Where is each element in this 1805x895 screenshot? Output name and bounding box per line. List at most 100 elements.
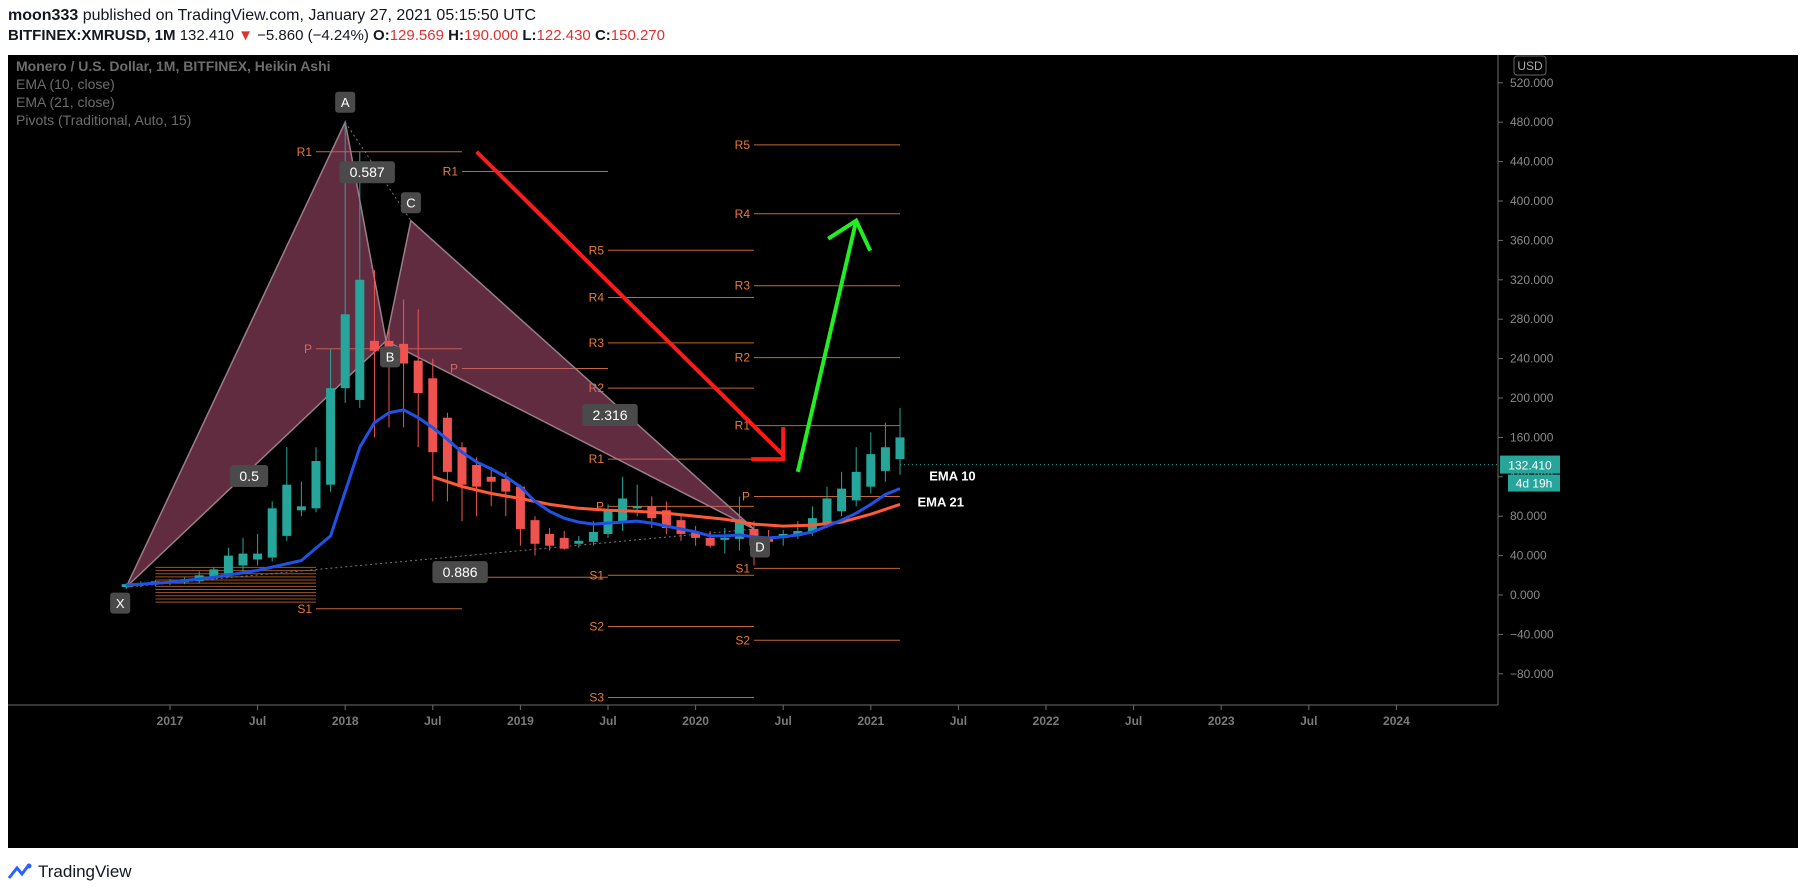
x-tick-label: 2022 [1033, 714, 1060, 728]
y-tick-label: 40.000 [1510, 549, 1547, 563]
y-tick-label: −80.000 [1510, 667, 1554, 681]
point-label-c-bg [400, 192, 421, 214]
y-tick-label: −40.000 [1510, 627, 1554, 641]
candle-body [734, 519, 744, 539]
down-triangle-icon: ▼ [238, 27, 253, 44]
x-axis[interactable]: 2017 Jul 2018 Jul 2019 Jul 2020 Jul 2021 Jul 2022 J… [157, 705, 1410, 728]
annotations: X A B C D 0.5 0.587 2.316 0.886 EMA 10 EMA 21 [110, 91, 976, 614]
axes [8, 55, 1499, 706]
published-text: published on TradingView.com, January 27… [82, 7, 537, 24]
y-tick-label: 80.000 [1510, 509, 1547, 523]
x-tick-label: Jul [424, 714, 441, 728]
pivot-label: R1 [589, 452, 605, 466]
y-tick-label: 360.000 [1510, 233, 1554, 247]
y-tick-label: 0.000 [1510, 588, 1540, 602]
candle-body [661, 510, 671, 529]
x-tick-label: 2024 [1383, 714, 1410, 728]
pivot-label: R1 [735, 419, 751, 433]
candle-body [442, 417, 452, 472]
last-price-tag-bg [1500, 455, 1560, 474]
y-tick-label: 160.000 [1510, 430, 1554, 444]
ratio-abc-label: 0.587 [350, 164, 385, 180]
pivot-label: P [742, 490, 750, 504]
pivot-label: R3 [589, 336, 605, 350]
x-tick-label: Jul [599, 714, 616, 728]
symbol-label[interactable]: BITFINEX:XMRUSD, 1M [8, 27, 176, 44]
candle-body [428, 378, 438, 453]
high-value: 190.000 [463, 27, 519, 44]
y-tick-label: 400.000 [1510, 194, 1554, 208]
candle-body [632, 506, 642, 509]
currency-badge[interactable]: USD [1513, 55, 1547, 76]
last-price-tag-text: 132.410 [1508, 459, 1552, 473]
countdown-tag-bg [1508, 474, 1560, 492]
pivot-label: R1 [297, 145, 313, 159]
y-axis[interactable]: 520.000 480.000 440.000 400.000 360.000 320.0… [1498, 76, 1554, 681]
pivot-label: R5 [589, 243, 605, 257]
candle-body [238, 553, 248, 566]
last-price: 132.410 [179, 27, 234, 44]
candle-body [296, 506, 306, 511]
downtrend-arrow [475, 150, 785, 457]
candle-body [588, 531, 598, 542]
currency-label: USD [1517, 59, 1543, 73]
candle-body [267, 508, 277, 558]
publication-header: moon333 published on TradingView.com, Ja… [8, 6, 665, 46]
tradingview-logo-icon[interactable] [8, 863, 34, 881]
pivot-label: R4 [589, 291, 605, 305]
legend-title: Monero / U.S. Dollar, 1M, BITFINEX, Heik… [16, 58, 331, 74]
open-label: O: [373, 27, 390, 44]
legend-ema10[interactable]: EMA (10, close) [16, 76, 115, 92]
close-label: C: [594, 27, 611, 44]
candle-body [501, 478, 511, 492]
pivot-label: R4 [735, 207, 751, 221]
x-tick-label: 2021 [857, 714, 884, 728]
last-price-tag: 132.410 4d 19h [900, 455, 1560, 492]
pattern-xab-triangle [125, 119, 387, 588]
point-label-a-bg [335, 91, 356, 113]
legend-pivots[interactable]: Pivots (Traditional, Auto, 15) [16, 112, 191, 128]
ratio-xad-label: 0.886 [443, 564, 478, 580]
low-label: L: [522, 27, 537, 44]
uptrend-arrowhead [827, 217, 873, 252]
author-name[interactable]: moon333 [8, 7, 79, 24]
pattern-xd-line [126, 528, 755, 588]
y-tick-label: 440.000 [1510, 155, 1554, 169]
ema21-line [432, 475, 901, 528]
point-label-b: B [386, 350, 395, 365]
candle-body [209, 569, 219, 578]
x-tick-label: Jul [775, 714, 792, 728]
point-label-x-bg [110, 592, 131, 614]
legend-ema21[interactable]: EMA (21, close) [16, 94, 115, 110]
ratio-abc-label-bg [339, 161, 395, 184]
chart-area[interactable]: R1PS1R1PS1R5R4R3R2R1PS1S2S3R5R4R3R2R1PS1… [8, 55, 1798, 848]
ema10-line [126, 408, 901, 587]
chart-legend: Monero / U.S. Dollar, 1M, BITFINEX, Heik… [16, 58, 331, 128]
x-tick-label: Jul [249, 714, 266, 728]
price-change: −5.860 (−4.24%) [257, 27, 369, 44]
candle-body [676, 520, 686, 534]
pattern-bcd-triangle [385, 219, 755, 530]
x-tick-label: Jul [1300, 714, 1317, 728]
price-chart[interactable]: R1PS1R1PS1R5R4R3R2R1PS1S2S3R5R4R3R2R1PS1… [8, 55, 1798, 848]
symbol-info: BITFINEX:XMRUSD, 1M 132.410 ▼ −5.860 (−4… [8, 26, 665, 46]
candle-body [486, 476, 496, 482]
x-tick-label: Jul [1125, 714, 1142, 728]
candle-body [282, 484, 292, 536]
xabcd-pattern [125, 119, 755, 588]
candle-body [530, 520, 540, 544]
low-value: 122.430 [536, 27, 591, 44]
point-label-c: C [406, 195, 415, 210]
countdown-tag-text: 4d 19h [1516, 477, 1553, 491]
ratio-xab-label: 0.5 [239, 468, 259, 484]
x-tick-label: Jul [950, 714, 967, 728]
uptrend-arrow [795, 220, 859, 473]
candle-body [413, 360, 423, 394]
tradingview-brand[interactable]: TradingView [38, 862, 132, 881]
y-tick-label: 520.000 [1510, 76, 1554, 90]
open-value: 129.569 [389, 27, 444, 44]
y-tick-label: 240.000 [1510, 352, 1554, 366]
ratio-bcd-label: 2.316 [593, 407, 628, 423]
candle-body [880, 447, 890, 471]
pivot-label: S3 [589, 690, 604, 704]
